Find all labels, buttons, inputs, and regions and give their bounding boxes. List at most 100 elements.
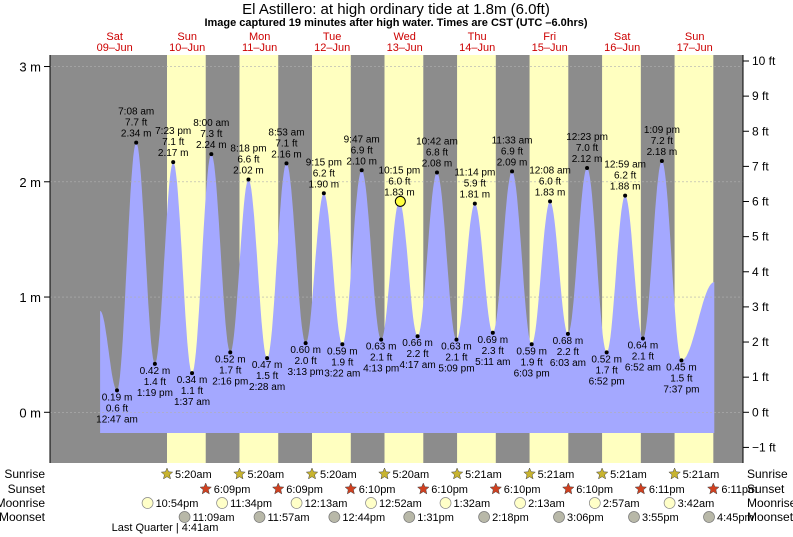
tide-value-label: 2.2 ft [406, 349, 428, 360]
high-tide-label: 7:23 pm7.1 ft2.17 m [155, 126, 191, 165]
sunset-icon [271, 482, 285, 495]
tide-area [100, 142, 715, 433]
moonrise-time: 2:13am [528, 498, 565, 510]
tide-value-label: 10:42 am [416, 137, 458, 148]
moonset-time: 1:31pm [417, 512, 454, 524]
left-tick-label: 3 m [19, 60, 41, 75]
tide-value-label: 8:00 am [193, 118, 229, 129]
tide-value-label: 12:59 am [604, 160, 646, 171]
tide-value-label: 6.6 ft [237, 154, 259, 165]
sunset-time: 6:10pm [504, 484, 541, 496]
date-label: 16–Jun [604, 42, 640, 54]
moonrise-time: 11:34pm [230, 498, 272, 510]
tide-value-label: 0.45 m [666, 362, 697, 373]
tide-value-label: 0.19 m [102, 392, 133, 403]
low-tide-label: 0.42 m1.4 ft1:19 pm [137, 361, 173, 399]
moonrise-icon [439, 497, 452, 509]
tide-value-label: 9:15 pm [306, 157, 342, 168]
day-of-week-label: Mon [249, 31, 270, 43]
tide-value-label: 8:53 am [268, 127, 304, 138]
tide-value-label: 1.7 ft [596, 365, 618, 376]
moonrise-icon [663, 497, 676, 509]
moonrise-row-label-right: Moonrise [747, 496, 793, 510]
tide-value-label: 7.1 ft [162, 137, 184, 148]
low-tide-label: 0.63 m2.1 ft4:13 pm [363, 337, 399, 375]
moonset-icon [178, 511, 191, 523]
sunrise-icon [595, 467, 609, 480]
tide-extreme-point [303, 341, 308, 346]
day-of-week-label: Wed [393, 31, 415, 43]
moonrise-time: 2:57am [603, 498, 640, 510]
day-of-week-label: Sun [685, 31, 705, 43]
high-tide-label: 11:33 am6.9 ft2.09 m [492, 135, 533, 174]
tide-value-label: 0.69 m [478, 335, 509, 346]
right-tick-label: 9 ft [752, 89, 769, 103]
tide-value-label: 9:47 am [344, 134, 380, 145]
tide-value-label: 1.90 m [309, 179, 340, 190]
tide-value-label: 2.24 m [196, 140, 227, 151]
right-tick-label: 5 ft [752, 230, 769, 244]
tide-value-label: 1.9 ft [521, 357, 543, 368]
tide-extreme-point [284, 161, 289, 166]
tide-value-label: 2:28 am [249, 382, 285, 393]
low-tide-label: 0.64 m2.1 ft6:52 am [625, 336, 661, 374]
sunset-time: 6:10pm [431, 484, 468, 496]
low-tide-label: 0.63 m2.1 ft5:09 pm [438, 337, 475, 375]
high-tide-label: 10:42 am6.8 ft2.08 m [416, 137, 458, 175]
tide-value-label: 7.1 ft [275, 138, 297, 149]
date-label: 12–Jun [314, 42, 350, 54]
tide-value-label: 2.1 ft [445, 353, 467, 364]
tide-value-label: 1.5 ft [256, 371, 278, 382]
sunrise-icon [160, 467, 174, 480]
tide-extreme-point [604, 350, 609, 355]
tide-value-label: 2.17 m [158, 148, 189, 159]
high-tide-label: 12:08 am6.0 ft1.83 m [529, 165, 571, 204]
moonrise-icon [290, 497, 303, 509]
tide-value-label: 7:37 pm [663, 384, 699, 395]
right-tick-label: 4 ft [752, 265, 769, 279]
tide-value-label: 3:22 am [324, 368, 360, 379]
moonset-row-label-right: Moonset [747, 510, 793, 524]
tide-extreme-point [321, 191, 326, 196]
moonrise-icon [588, 497, 601, 509]
day-of-week-label: Thu [468, 31, 487, 43]
tide-value-label: 12:47 am [96, 414, 138, 425]
moonrise-row-label-left: Moonrise [0, 496, 45, 510]
tide-value-label: 2.3 ft [482, 346, 504, 357]
high-tide-label: 8:00 am7.3 ft2.24 m [193, 118, 229, 157]
tide-value-label: 2.2 ft [557, 347, 579, 358]
tide-value-label: 1.83 m [384, 187, 415, 198]
moonset-icon [628, 511, 640, 523]
high-tide-label: 7:08 am7.7 ft2.34 m [118, 107, 154, 145]
day-of-week-label: Tue [323, 31, 342, 43]
high-tide-label: 11:14 pm5.9 ft1.81 m [454, 168, 495, 206]
moonrise-time: 10:54pm [156, 498, 199, 510]
tide-value-label: 2.0 ft [295, 356, 317, 367]
moonset-icon [703, 511, 715, 523]
tide-value-label: 5.9 ft [464, 179, 486, 190]
tide-value-label: 6:03 pm [514, 368, 550, 379]
tide-extreme-point [510, 169, 515, 174]
tide-value-label: 1.88 m [610, 182, 641, 193]
grid [50, 66, 743, 413]
sunrise-time: 5:20am [320, 469, 357, 481]
tide-value-label: 12:08 am [529, 165, 571, 176]
day-of-week-label: Sun [177, 31, 197, 43]
tide-extreme-point [585, 165, 590, 170]
current-tide-marker [394, 195, 406, 207]
sunset-time: 6:10pm [576, 484, 613, 496]
tide-value-label: 4:13 pm [363, 364, 399, 375]
tide-extreme-point [623, 193, 628, 198]
tide-value-label: 0.52 m [591, 354, 622, 365]
tide-value-label: 0.60 m [290, 345, 321, 356]
moonset-time: 3:55pm [642, 512, 679, 524]
tide-value-label: 0.6 ft [106, 403, 128, 414]
sunrise-icon [305, 467, 319, 480]
sunrise-icon [233, 467, 246, 480]
tide-value-label: 2.1 ft [632, 352, 654, 363]
tide-extreme-point [115, 388, 120, 393]
tide-value-label: 1:09 pm [644, 125, 680, 136]
tide-value-label: 1.81 m [460, 190, 491, 201]
tide-extreme-point [340, 342, 345, 347]
